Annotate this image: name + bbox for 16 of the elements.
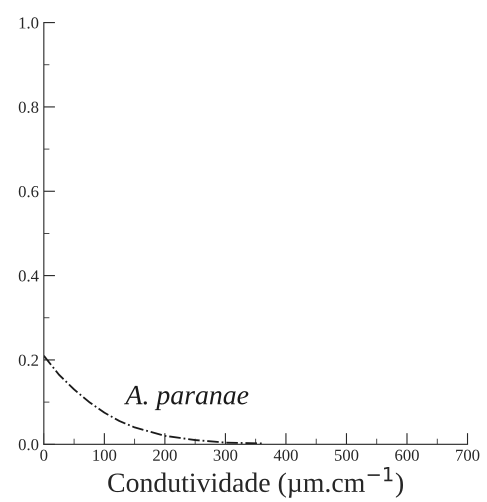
y-tick-label: 0.8 (18, 102, 38, 113)
y-tick-label: 0.6 (18, 186, 38, 198)
y-tick-label: 0.4 (18, 270, 39, 282)
x-tick-label: 200 (153, 450, 177, 461)
x-tick-label: 600 (395, 450, 419, 461)
y-tick-label: 1.0 (20, 17, 38, 29)
x-axis-title: Condutividade (µm.cm$^{−1}$) (108, 467, 404, 498)
series-label: A. paranae (124, 386, 248, 410)
x-tick-label: 700 (456, 450, 480, 461)
x-tick-label: 400 (274, 450, 298, 461)
y-tick-label: 0.2 (18, 354, 38, 366)
x-tick-label: 300 (214, 450, 238, 461)
x-tick-label: 0 (40, 450, 48, 461)
y-tick-label: 0.0 (18, 438, 38, 450)
x-tick-label: 500 (334, 450, 358, 461)
x-tick-label: 100 (93, 450, 116, 461)
